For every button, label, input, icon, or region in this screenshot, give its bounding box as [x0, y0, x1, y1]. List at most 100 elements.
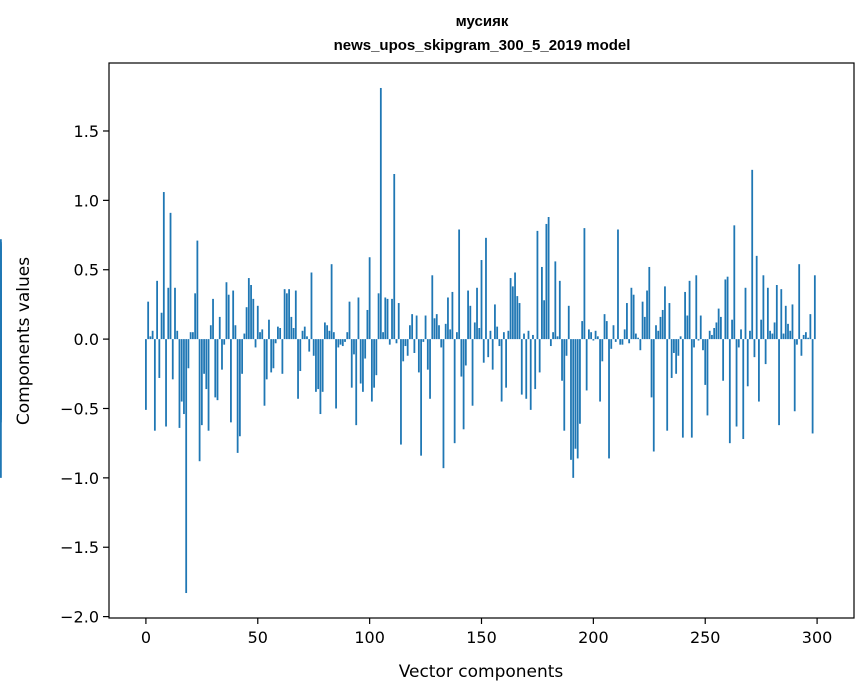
bar-170: [525, 339, 528, 399]
bar-81: [326, 325, 329, 340]
bar-15: [178, 339, 181, 428]
bar-93: [353, 339, 355, 355]
bar-111: [393, 174, 396, 340]
bar-258: [722, 339, 725, 381]
bar-74: [310, 272, 313, 340]
bar-191: [572, 339, 575, 478]
bar-299: [813, 275, 816, 340]
bar-undefined: [0, 304, 2, 340]
bar-21: [192, 332, 194, 340]
bar-195: [581, 321, 584, 340]
bar-109: [388, 339, 391, 345]
bar-259: [724, 279, 727, 340]
bar-44: [243, 333, 246, 340]
bar-231: [661, 309, 664, 340]
bar-113: [397, 303, 400, 340]
bar-42: [238, 339, 241, 437]
bar-86: [337, 339, 340, 348]
bar-12: [171, 339, 174, 380]
bar-150: [480, 260, 483, 340]
bar-65: [290, 316, 293, 340]
bar-141: [460, 339, 463, 377]
bar-28: [207, 339, 210, 431]
bar-139: [456, 332, 458, 340]
bar-168: [520, 339, 523, 395]
bar-149: [478, 328, 481, 340]
bar-237: [675, 339, 678, 374]
bar-135: [447, 297, 449, 340]
bar-283: [778, 339, 780, 426]
bar-103: [375, 339, 378, 376]
bar-273: [755, 255, 758, 340]
bar-45: [245, 307, 248, 340]
bar-73: [308, 339, 311, 352]
bar-18: [185, 339, 188, 594]
bar-177: [541, 266, 543, 340]
bar-80: [324, 322, 326, 340]
bar-264: [735, 339, 738, 427]
bar-0: [145, 339, 147, 410]
bar-undefined: [0, 339, 2, 420]
bar-289: [791, 304, 794, 340]
bar-70: [301, 330, 304, 340]
bar-138: [453, 339, 456, 444]
bar-undefined: [0, 241, 2, 340]
bar-262: [731, 319, 733, 340]
bar-75: [312, 339, 315, 356]
bar-179: [545, 223, 548, 340]
bar-13: [174, 287, 176, 340]
bar-266: [740, 329, 742, 340]
bar-31: [214, 339, 217, 398]
bar-152: [485, 237, 487, 340]
plot-area-frame: [108, 62, 855, 619]
x-axis-ticks: 0 50 100 150 200 250 300: [141, 618, 832, 647]
bar-238: [677, 339, 680, 356]
bar-284: [780, 289, 783, 340]
bar-142: [462, 339, 465, 430]
bar-255: [715, 322, 718, 340]
bar-278: [766, 287, 769, 340]
bar-54: [265, 339, 268, 380]
bar-281: [773, 322, 776, 340]
bar-58: [274, 339, 277, 344]
bar-240: [681, 339, 684, 438]
bar-176: [538, 339, 541, 373]
bar-291: [796, 339, 798, 345]
bar-212: [619, 339, 622, 345]
bar-162: [507, 330, 510, 340]
y-axis-ticks: −2.0 −1.5 −1.0 −0.5 0.0 0.5 1.0 1.5: [60, 122, 109, 627]
bar-203: [599, 339, 601, 402]
bar-235: [670, 339, 673, 378]
bar-132: [440, 339, 443, 348]
bar-151: [482, 339, 485, 363]
bar-219: [634, 333, 637, 340]
bar-197: [585, 339, 588, 391]
bar-39: [232, 290, 235, 340]
bar-242: [686, 315, 689, 340]
bar-131: [438, 325, 440, 340]
bar-119: [411, 314, 414, 340]
bar-218: [632, 294, 635, 340]
bar-228: [655, 325, 657, 340]
bars-group: [0, 87, 816, 594]
bar-270: [749, 330, 751, 340]
bar-181: [549, 339, 552, 347]
bar-293: [800, 339, 803, 356]
bar-6: [158, 339, 161, 378]
bar-155: [491, 339, 494, 370]
bar-158: [498, 339, 501, 347]
bar-157: [496, 326, 499, 340]
bar-59: [277, 326, 279, 340]
bar-124: [422, 339, 425, 342]
bar-4: [153, 339, 156, 431]
bar-220: [637, 337, 639, 340]
bar-133: [442, 339, 445, 469]
bar-271: [751, 169, 754, 340]
bar-106: [382, 332, 384, 340]
bar-239: [679, 336, 682, 340]
bar-294: [802, 334, 805, 340]
bar-116: [404, 339, 407, 347]
bar-126: [426, 339, 429, 370]
bar-216: [628, 339, 631, 344]
y-tick-label: −1.5: [60, 538, 99, 557]
